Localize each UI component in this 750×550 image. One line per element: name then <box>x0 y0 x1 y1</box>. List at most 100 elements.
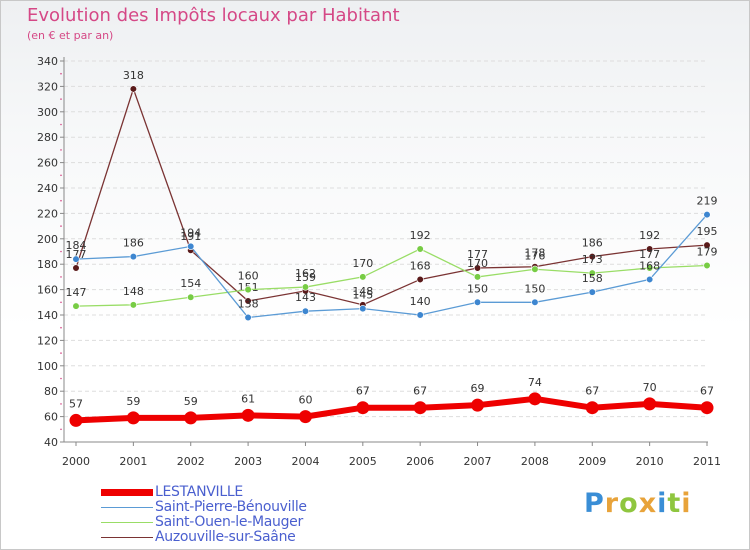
x-tick-label: 2000 <box>62 455 90 468</box>
data-label: 191 <box>180 230 201 243</box>
data-label: 148 <box>123 285 144 298</box>
data-point <box>72 302 80 310</box>
legend-item[interactable]: Auzouville-sur-Saâne <box>101 529 361 546</box>
y-minor-tick <box>60 276 62 278</box>
series-line-3 <box>75 86 708 306</box>
x-tick-label: 2010 <box>636 455 664 468</box>
data-label: 74 <box>528 376 542 389</box>
y-minor-tick <box>60 377 62 380</box>
y-tick-label: 340 <box>37 55 58 68</box>
y-tick-label: 180 <box>37 258 58 271</box>
data-label: 57 <box>69 397 83 410</box>
line-chart: 40 60 80 100 120 140 160 180 200 220 240 260 280 300 3… <box>37 55 721 468</box>
y-tick-label: 80 <box>44 385 58 398</box>
data-label: 143 <box>295 291 316 304</box>
legend-item[interactable]: Saint-Ouen-le-Mauger <box>101 514 361 531</box>
y-tick-label: 160 <box>37 284 58 297</box>
y-minor-tick <box>60 250 62 253</box>
y-minor-tick <box>60 301 62 304</box>
data-point <box>416 275 424 284</box>
data-label: 67 <box>356 385 370 398</box>
data-label: 140 <box>410 295 431 308</box>
data-point <box>643 397 657 411</box>
data-point <box>588 252 596 261</box>
data-point <box>126 411 140 425</box>
data-label: 160 <box>238 270 259 283</box>
data-point <box>588 269 596 277</box>
series-line-2 <box>75 248 708 307</box>
y-tick-label: 280 <box>37 131 58 144</box>
data-label: 192 <box>410 229 431 242</box>
data-label: 61 <box>241 392 255 405</box>
logo-letter: r <box>604 488 620 519</box>
logo-letter: t <box>667 488 682 519</box>
data-point <box>129 301 137 309</box>
legend-label: LESTANVILLE <box>155 484 243 500</box>
data-label: 170 <box>352 257 373 270</box>
y-minor-tick <box>60 352 62 354</box>
y-tick-label: 320 <box>37 80 58 93</box>
x-tick-label: 2004 <box>291 455 319 468</box>
data-point <box>359 273 367 281</box>
y-tick-label: 40 <box>44 436 58 449</box>
data-label: 158 <box>582 272 603 285</box>
y-tick-label: 300 <box>37 106 58 119</box>
data-point <box>244 313 252 322</box>
data-point <box>356 401 370 415</box>
data-point <box>473 298 482 306</box>
x-tick-label: 2007 <box>464 455 492 468</box>
data-point <box>416 245 424 253</box>
data-label: 219 <box>697 195 718 208</box>
data-label: 178 <box>524 247 545 260</box>
logo-letter: P <box>584 488 605 519</box>
data-point <box>184 411 198 425</box>
data-label: 159 <box>295 271 316 284</box>
data-point <box>585 401 599 415</box>
data-label: 147 <box>66 286 87 299</box>
legend-label: Saint-Pierre-Bénouville <box>155 499 307 515</box>
legend-item[interactable]: Saint-Pierre-Bénouville <box>101 499 361 516</box>
legend: LESTANVILLE Saint-Pierre-Bénouville Sain… <box>101 484 361 546</box>
data-point <box>129 252 137 261</box>
data-point <box>646 245 654 253</box>
data-point <box>531 298 539 306</box>
data-point <box>69 413 83 427</box>
data-label: 162 <box>295 267 316 280</box>
y-minor-tick <box>60 326 62 329</box>
data-point <box>298 410 312 424</box>
legend-label: Saint-Ouen-le-Mauger <box>155 514 303 530</box>
legend-item[interactable]: LESTANVILLE <box>101 484 361 501</box>
data-point <box>473 264 482 272</box>
y-minor-tick <box>60 72 62 75</box>
data-label: 186 <box>582 237 603 250</box>
x-tick-label: 2001 <box>119 455 147 468</box>
data-label: 67 <box>585 385 599 398</box>
data-point <box>528 392 542 406</box>
legend-swatch <box>101 537 153 538</box>
y-minor-tick <box>60 199 62 202</box>
data-point <box>129 85 137 93</box>
data-label: 138 <box>238 298 259 311</box>
data-label: 179 <box>697 245 718 258</box>
legend-swatch <box>101 489 153 496</box>
logo-letter: i <box>681 488 692 519</box>
data-label: 150 <box>524 282 545 295</box>
data-point <box>241 408 255 422</box>
data-label: 186 <box>123 237 144 250</box>
y-minor-tick <box>60 149 62 151</box>
data-point <box>700 401 714 415</box>
data-label: 59 <box>184 395 198 408</box>
x-tick-label: 2008 <box>521 455 549 468</box>
data-label: 184 <box>66 239 87 252</box>
legend-swatch <box>101 507 153 508</box>
y-tick-label: 200 <box>37 233 58 246</box>
data-label: 168 <box>639 259 660 272</box>
data-label: 195 <box>697 225 718 238</box>
proxiti-logo: Proxiti <box>584 488 692 519</box>
data-point <box>187 242 195 251</box>
data-point <box>646 275 654 284</box>
data-label: 148 <box>352 285 373 298</box>
data-point <box>244 286 252 294</box>
data-point <box>301 283 310 291</box>
data-label: 67 <box>413 385 427 398</box>
